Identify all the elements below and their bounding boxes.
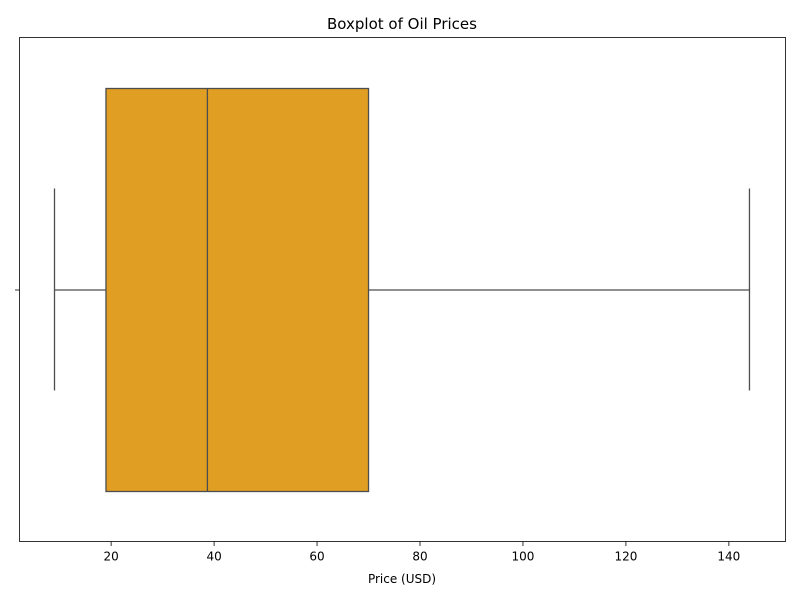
- x-axis-label: Price (USD): [368, 572, 436, 586]
- box-plot: [53, 87, 751, 493]
- x-tick-label: 80: [412, 550, 427, 564]
- interquartile-box: [105, 87, 370, 493]
- x-tick-label: 100: [512, 550, 535, 564]
- x-tick-label: 60: [309, 550, 324, 564]
- x-tick-label: 40: [206, 550, 221, 564]
- plot-frame: [19, 37, 786, 542]
- chart-title: Boxplot of Oil Prices: [327, 15, 477, 33]
- x-tick-label: 140: [717, 550, 740, 564]
- x-tick-label: 20: [103, 550, 118, 564]
- x-tick-label: 120: [614, 550, 637, 564]
- x-axis: 20 40 60 80 100 120 140: [103, 541, 740, 564]
